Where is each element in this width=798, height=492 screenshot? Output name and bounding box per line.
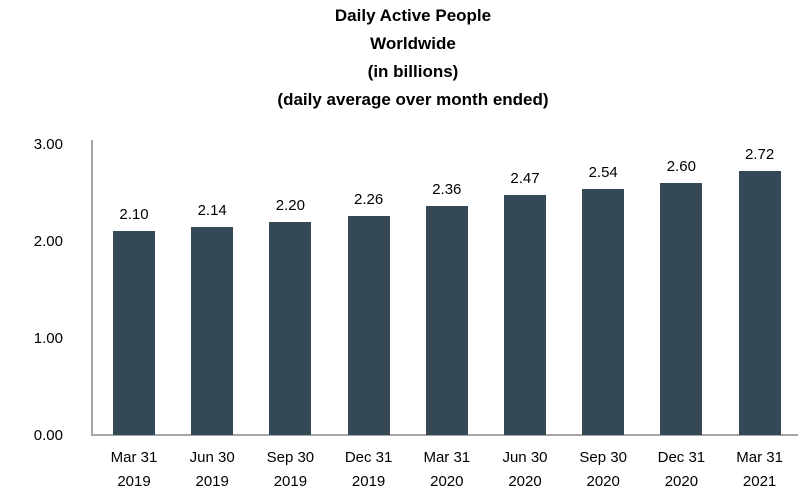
y-axis-tick-label: 1.00 <box>33 330 63 347</box>
chart-title-line-4: (daily average over month ended) <box>277 90 549 109</box>
bar <box>269 221 312 435</box>
bar-value-label: 2.20 <box>275 196 305 214</box>
x-axis-tick-month: Sep 30 <box>579 449 627 466</box>
x-axis-tick-year: 2020 <box>586 473 620 490</box>
x-axis-tick-label: Mar 31 2020 <box>408 449 486 491</box>
x-axis-tick-label: Dec 31 2019 <box>330 449 408 491</box>
bar-value-label: 2.36 <box>432 181 462 199</box>
x-axis-tick-year: 2019 <box>351 473 386 490</box>
x-axis-tick-month: Mar 31 <box>110 449 158 466</box>
bar <box>660 182 703 435</box>
x-axis-tick-month: Mar 31 <box>423 449 471 466</box>
x-axis-tick-label: Jun 30 2019 <box>173 449 251 491</box>
y-axis-tick-label: 2.00 <box>33 233 63 250</box>
x-axis-tick-year: 2019 <box>195 473 229 490</box>
x-axis-tick-month: Sep 30 <box>266 449 315 466</box>
x-axis-tick-year: 2020 <box>430 473 464 490</box>
x-axis-tick-year: 2019 <box>273 473 308 490</box>
x-axis-tick-label: Sep 30 2019 <box>251 449 329 491</box>
x-axis-tick-year: 2020 <box>664 473 699 490</box>
bar-value-label: 2.72 <box>744 146 775 164</box>
bar-value-label: 2.47 <box>510 170 540 188</box>
bar-value-label: 2.54 <box>588 163 618 181</box>
bar-value-label: 2.14 <box>197 202 227 220</box>
bar <box>113 231 155 435</box>
x-axis-tick-month: Dec 31 <box>344 449 393 466</box>
y-axis-line <box>91 140 93 436</box>
x-axis-tick-month: Jun 30 <box>189 449 235 466</box>
x-axis-line <box>91 434 798 436</box>
x-axis-tick-month: Mar 31 <box>736 449 783 466</box>
bar <box>425 206 468 435</box>
x-axis-tick-label: Mar 31 2021 <box>721 449 798 491</box>
x-axis-tick-label: Dec 31 2020 <box>642 449 720 491</box>
y-axis-tick-label: 0.00 <box>33 427 63 444</box>
x-axis-tick-label: Jun 30 2020 <box>486 449 564 491</box>
x-axis-tick-month: Dec 31 <box>657 449 706 466</box>
x-axis-tick-month: Jun 30 <box>502 449 548 466</box>
x-axis-tick-label: Mar 31 2019 <box>95 449 173 491</box>
y-axis-tick-label: 3.00 <box>33 136 63 153</box>
bar <box>191 227 234 435</box>
x-axis-tick-year: 2019 <box>117 473 151 490</box>
bar-value-label: 2.26 <box>353 190 384 208</box>
bar-value-label: 2.60 <box>666 157 696 175</box>
bar-value-label: 2.10 <box>119 206 149 224</box>
chart-title-line-1: Daily Active People <box>334 6 492 25</box>
bar <box>582 188 625 435</box>
bar <box>738 171 781 435</box>
x-axis-tick-year: 2021 <box>742 473 777 490</box>
x-axis-tick-year: 2020 <box>508 473 542 490</box>
bar <box>347 215 390 435</box>
bar <box>504 195 546 435</box>
x-axis-tick-label: Sep 30 2020 <box>564 449 642 491</box>
chart-title: Daily Active People Worldwide (in billio… <box>0 2 798 114</box>
chart-title-line-2: Worldwide <box>370 34 456 53</box>
chart-title-line-3: (in billions) <box>367 62 459 81</box>
